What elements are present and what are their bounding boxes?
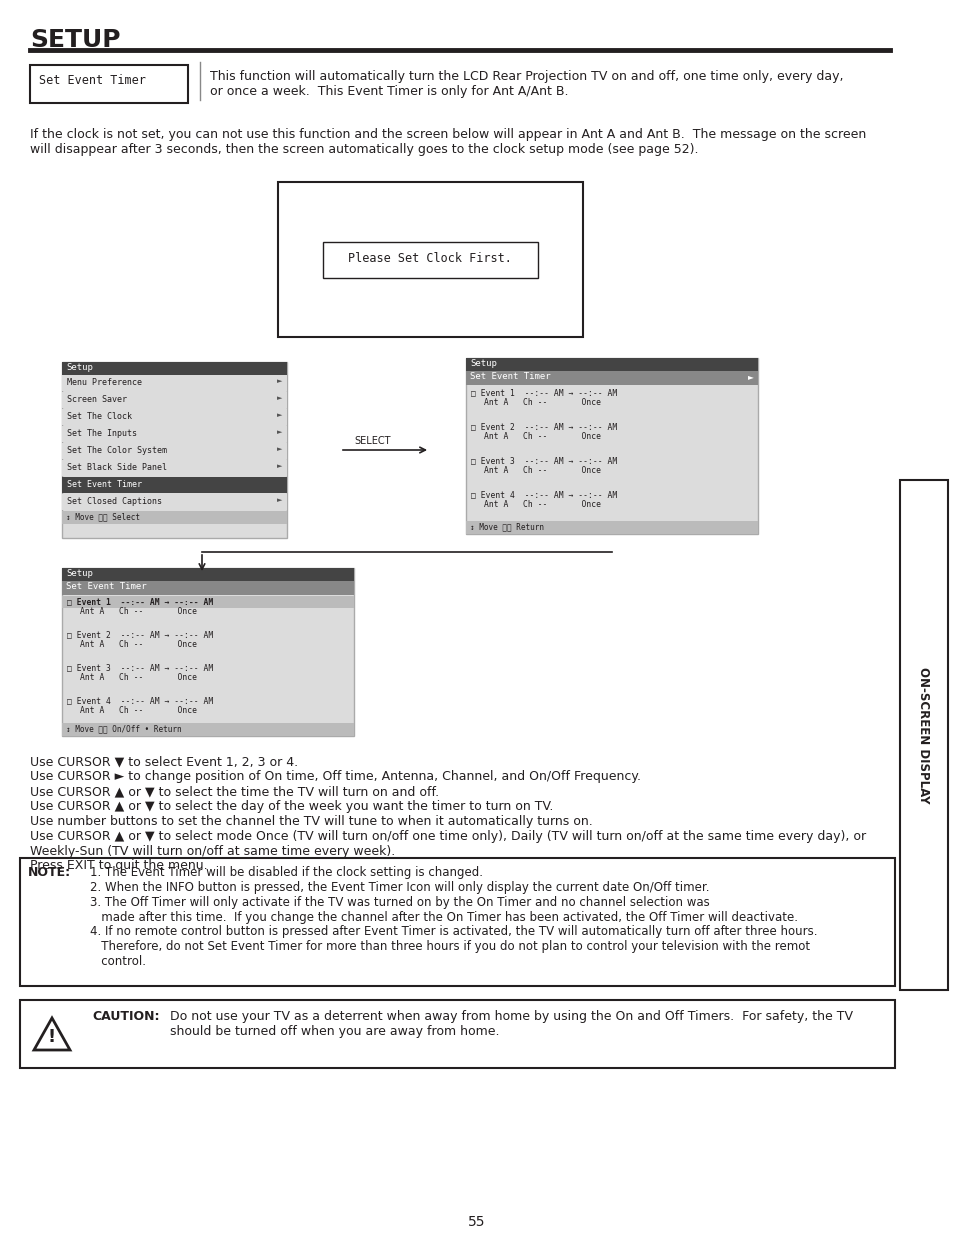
Bar [62,511,287,524]
Text: This function will automatically turn the LCD Rear Projection TV on and off, one: This function will automatically turn th… [210,70,842,98]
Text: Set Black Side Panel: Set Black Side Panel [67,463,167,472]
Text: Ant A   Ch --       Once: Ant A Ch -- Once [483,466,600,475]
Bar [62,362,287,538]
Text: ►: ► [276,412,282,417]
Text: ►: ► [747,372,753,382]
Text: SELECT: SELECT [355,436,391,446]
Text: ►: ► [276,463,282,469]
Text: Use number buttons to set the channel the TV will tune to when it automatically : Use number buttons to set the channel th… [30,815,592,827]
Bar [323,242,537,278]
Text: ON-SCREEN DISPLAY: ON-SCREEN DISPLAY [917,667,929,803]
Bar [465,370,758,385]
Text: Ant A   Ch --       Once: Ant A Ch -- Once [483,398,600,408]
Text: ↕ Move ⓄⓃ Select: ↕ Move ⓄⓃ Select [66,513,140,521]
Text: Use CURSOR ▲ or ▼ to select the time the TV will turn on and off.: Use CURSOR ▲ or ▼ to select the time the… [30,785,438,798]
Text: Set The Color System: Set The Color System [67,446,167,454]
Text: □ Event 3  --:-- AM → --:-- AM: □ Event 3 --:-- AM → --:-- AM [67,663,213,672]
Text: 4. If no remote control button is pressed after Event Timer is activated, the TV: 4. If no remote control button is presse… [90,925,817,968]
Text: Ant A   Ch --       Once: Ant A Ch -- Once [483,500,600,509]
Polygon shape [34,1018,70,1050]
Bar [30,65,188,103]
Text: Use CURSOR ▲ or ▼ to select the day of the week you want the timer to turn on TV: Use CURSOR ▲ or ▼ to select the day of t… [30,800,553,813]
Text: Screen Saver: Screen Saver [67,395,127,404]
Bar [62,597,354,608]
Text: □ Event 3  --:-- AM → --:-- AM: □ Event 3 --:-- AM → --:-- AM [471,456,617,466]
Bar [62,722,354,736]
Bar [62,580,354,595]
Bar [62,477,287,493]
Bar [465,521,758,534]
Bar [62,568,354,580]
Text: SETUP: SETUP [30,28,120,52]
Text: Set Event Timer: Set Event Timer [39,74,146,86]
Text: Ant A   Ch --       Once: Ant A Ch -- Once [80,673,196,682]
Text: □ Event 1  --:-- AM → --:-- AM: □ Event 1 --:-- AM → --:-- AM [67,597,213,606]
Text: ►: ► [276,429,282,435]
Text: CAUTION:: CAUTION: [91,1010,159,1023]
Text: Setup: Setup [470,359,497,368]
Text: Ant A   Ch --       Once: Ant A Ch -- Once [80,606,196,616]
Bar [62,375,287,391]
Text: Set Event Timer: Set Event Timer [470,372,550,382]
Text: Set The Clock: Set The Clock [67,412,132,421]
Text: If the clock is not set, you can not use this function and the screen below will: If the clock is not set, you can not use… [30,128,865,156]
Text: Use CURSOR ► to change position of On time, Off time, Antenna, Channel, and On/O: Use CURSOR ► to change position of On ti… [30,769,640,783]
Bar [465,358,758,370]
Text: Menu Preference: Menu Preference [67,378,142,387]
Text: NOTE:: NOTE: [28,866,71,879]
Text: ►: ► [276,446,282,452]
Bar [62,362,287,375]
Bar [62,443,287,459]
Text: □ Event 2  --:-- AM → --:-- AM: □ Event 2 --:-- AM → --:-- AM [67,630,213,638]
Text: □ Event 1  --:-- AM → --:-- AM: □ Event 1 --:-- AM → --:-- AM [471,388,617,396]
Text: 1. The Event Timer will be disabled if the clock setting is changed.: 1. The Event Timer will be disabled if t… [90,866,482,879]
Bar [62,459,287,475]
Text: Ant A   Ch --       Once: Ant A Ch -- Once [483,432,600,441]
Text: Use CURSOR ▼ to select Event 1, 2, 3 or 4.: Use CURSOR ▼ to select Event 1, 2, 3 or … [30,755,297,768]
Text: 55: 55 [468,1215,485,1229]
Text: □ Event 4  --:-- AM → --:-- AM: □ Event 4 --:-- AM → --:-- AM [67,697,213,705]
Text: Do not use your TV as a deterrent when away from home by using the On and Off Ti: Do not use your TV as a deterrent when a… [170,1010,852,1037]
Text: □ Event 4  --:-- AM → --:-- AM: □ Event 4 --:-- AM → --:-- AM [471,490,617,499]
Bar [62,426,287,442]
Bar [465,358,758,534]
Text: !: ! [48,1028,56,1046]
Bar [899,480,947,990]
Text: Ant A   Ch --       Once: Ant A Ch -- Once [80,640,196,650]
Text: Use CURSOR ▲ or ▼ to select mode Once (TV will turn on/off one time only), Daily: Use CURSOR ▲ or ▼ to select mode Once (T… [30,830,865,858]
Text: Please Set Clock First.: Please Set Clock First. [348,252,512,266]
Text: 2. When the INFO button is pressed, the Event Timer Icon will only display the c: 2. When the INFO button is pressed, the … [90,881,709,894]
Text: ►: ► [276,395,282,401]
Text: Press EXIT to quit the menu.: Press EXIT to quit the menu. [30,860,208,872]
Bar [20,858,894,986]
Text: Setup: Setup [66,569,92,578]
Text: Set Event Timer: Set Event Timer [66,582,147,592]
Bar [20,1000,894,1068]
Bar [62,568,354,736]
Text: 3. The Off Timer will only activate if the TV was turned on by the On Timer and : 3. The Off Timer will only activate if t… [90,897,797,924]
Text: ►: ► [276,378,282,384]
Text: Setup: Setup [66,363,92,372]
Text: Set The Inputs: Set The Inputs [67,429,137,438]
Text: ↕ Move ⓄⓃ Return: ↕ Move ⓄⓃ Return [470,522,543,531]
Text: □ Event 2  --:-- AM → --:-- AM: □ Event 2 --:-- AM → --:-- AM [471,422,617,431]
Text: Set Closed Captions: Set Closed Captions [67,496,162,506]
Bar [277,182,582,337]
Text: ↕ Move ⓄⓃ On/Off • Return: ↕ Move ⓄⓃ On/Off • Return [66,724,181,734]
Bar [62,391,287,408]
Bar [62,409,287,425]
Text: Set Event Timer: Set Event Timer [67,480,142,489]
Text: ►: ► [276,496,282,503]
Bar [62,494,287,510]
Text: Ant A   Ch --       Once: Ant A Ch -- Once [80,706,196,715]
